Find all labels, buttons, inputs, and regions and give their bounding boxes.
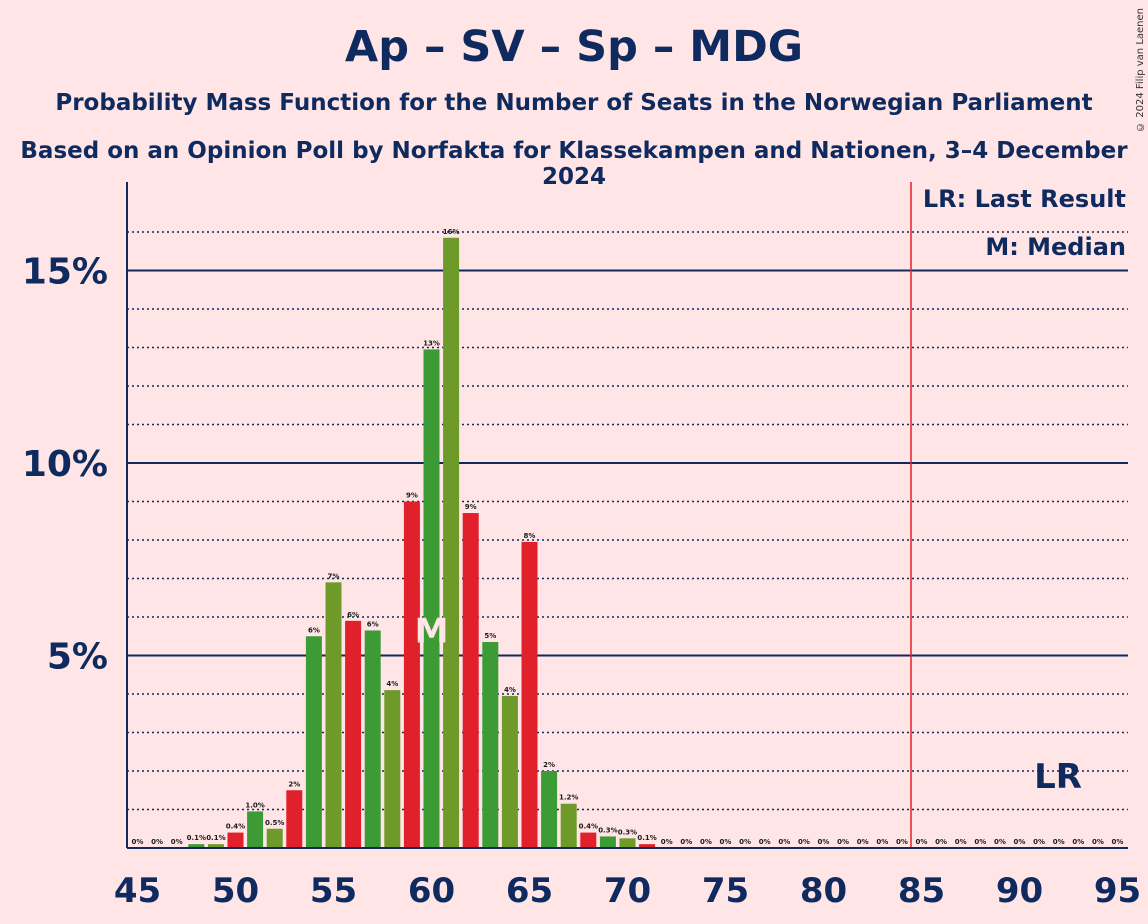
bar-data-label: 0.1% — [206, 834, 225, 842]
bar-data-label: 0.3% — [598, 826, 617, 834]
bar — [482, 642, 499, 848]
bar-data-label: 0.5% — [265, 819, 284, 827]
bar — [384, 690, 401, 848]
bar-data-label: 0% — [994, 838, 1006, 846]
x-tick-label: 70 — [604, 871, 651, 911]
x-tick-label: 55 — [310, 871, 357, 911]
bar-data-label: 2% — [543, 761, 555, 769]
bar — [266, 828, 283, 848]
bar — [580, 832, 597, 848]
bar-data-label: 0.4% — [226, 823, 245, 831]
bar-data-label: 0% — [700, 838, 712, 846]
bar-data-label: 9% — [465, 503, 477, 511]
x-tick-label: 75 — [702, 871, 749, 911]
bar — [560, 803, 577, 848]
bar-data-label: 5% — [484, 632, 496, 640]
bar-data-label: 2% — [288, 780, 300, 788]
y-tick-label: 10% — [22, 444, 108, 485]
bar — [325, 582, 342, 848]
x-tick-label: 60 — [408, 871, 455, 911]
bar-data-label: 0% — [1053, 838, 1065, 846]
bar — [247, 811, 264, 848]
bar-data-label: 0% — [798, 838, 810, 846]
bar-data-label: 9% — [406, 492, 418, 500]
bar-data-label: 0% — [876, 838, 888, 846]
bar-data-label: 0.1% — [187, 834, 206, 842]
bar-data-label: 0.4% — [579, 823, 598, 831]
bar — [443, 237, 460, 848]
bar-data-label: 0.3% — [618, 828, 637, 836]
bar-data-label: 0% — [916, 838, 928, 846]
bar-data-label: 0% — [955, 838, 967, 846]
bar — [188, 844, 205, 848]
bar-data-label: 0% — [151, 838, 163, 846]
chart-subtitle-line1: Probability Mass Function for the Number… — [55, 90, 1093, 116]
bar-data-label: 0% — [1014, 838, 1026, 846]
x-tick-label: 65 — [506, 871, 553, 911]
y-tick-label: 15% — [22, 252, 108, 293]
median-marker: M — [415, 612, 449, 652]
bar-data-label: 0% — [896, 838, 908, 846]
bar — [599, 836, 616, 848]
bar — [364, 630, 381, 848]
last-result-label: LR — [1034, 757, 1082, 797]
bar — [286, 790, 303, 848]
bar-data-label: 0% — [818, 838, 830, 846]
bar-data-label: 4% — [504, 686, 516, 694]
bar-data-label: 0% — [720, 838, 732, 846]
bar-data-label: 0% — [1072, 838, 1084, 846]
x-tick-label: 85 — [898, 871, 945, 911]
bar-data-label: 1.2% — [559, 794, 578, 802]
bar-data-label: 8% — [524, 532, 536, 540]
bar-data-label: 13% — [423, 339, 440, 347]
bar-data-label: 0% — [759, 838, 771, 846]
bar-data-label: 6% — [367, 620, 379, 628]
legend-median: M: Median — [983, 233, 1128, 261]
x-tick-label: 45 — [114, 871, 161, 911]
x-tick-label: 50 — [212, 871, 259, 911]
bar-data-label: 0.1% — [637, 834, 656, 842]
bar-data-label: 1.0% — [245, 801, 264, 809]
bar — [639, 844, 656, 848]
bar-data-label: 0% — [974, 838, 986, 846]
bar-data-label: 0% — [1112, 838, 1124, 846]
x-tick-label: 80 — [800, 871, 847, 911]
bar-data-label: 0% — [739, 838, 751, 846]
bar-data-label: 0% — [935, 838, 947, 846]
bar-data-label: 0% — [661, 838, 673, 846]
bar-data-label: 6% — [347, 611, 359, 619]
bar — [305, 636, 322, 848]
x-tick-label: 95 — [1094, 871, 1141, 911]
bar — [207, 844, 224, 848]
bar-data-label: 0% — [680, 838, 692, 846]
bar-data-label: 16% — [443, 228, 460, 236]
bar-data-label: 0% — [778, 838, 790, 846]
bar-data-label: 0% — [857, 838, 869, 846]
bar-data-label: 0% — [1092, 838, 1104, 846]
y-tick-label: 5% — [47, 637, 108, 678]
bar-data-label: 0% — [132, 838, 144, 846]
bar-data-label: 0% — [171, 838, 183, 846]
bar-data-label: 0% — [837, 838, 849, 846]
chart-title: Ap – SV – Sp – MDG — [344, 22, 804, 72]
bar — [345, 620, 362, 848]
x-tick-label: 90 — [996, 871, 1043, 911]
bar-data-label: 6% — [308, 626, 320, 634]
bar — [521, 541, 538, 848]
bar — [462, 513, 479, 848]
bar — [541, 771, 558, 848]
bar-data-label: 4% — [386, 680, 398, 688]
chart-subtitle-line2: Based on an Opinion Poll by Norfakta for… — [20, 138, 1128, 190]
bar — [403, 501, 420, 848]
bar — [501, 695, 518, 848]
legend-last-result: LR: Last Result — [920, 185, 1128, 213]
bar — [227, 832, 244, 848]
bar-data-label: 0% — [1033, 838, 1045, 846]
bar-data-label: 7% — [328, 572, 340, 580]
bar — [423, 349, 440, 848]
bar — [619, 838, 636, 848]
